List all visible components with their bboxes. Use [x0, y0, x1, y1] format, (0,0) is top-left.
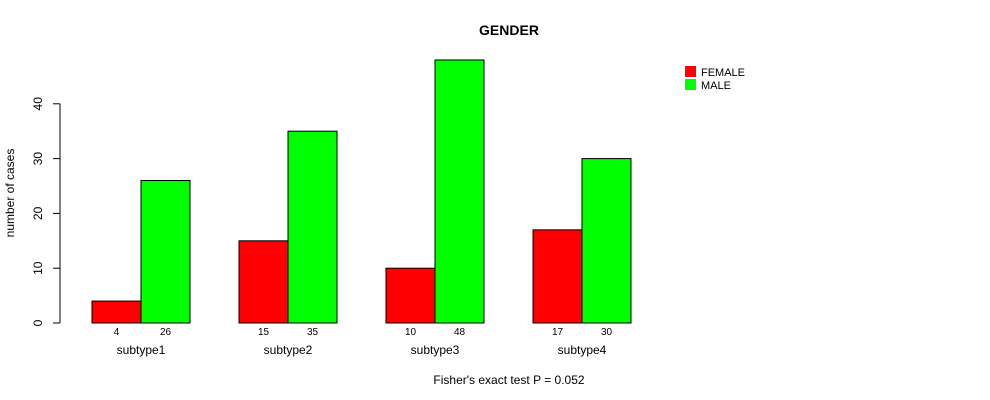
bar-subtype1-male	[140, 180, 191, 324]
category-label-subtype3: subtype3	[411, 343, 460, 357]
bar-value-label: 4	[114, 327, 120, 338]
bar-subtype3-female	[385, 267, 436, 324]
bar-value-label: 15	[258, 327, 270, 338]
bar-subtype4-male	[581, 158, 632, 324]
bars	[91, 59, 632, 324]
bar-value-label: 35	[307, 327, 319, 338]
bar-subtype3-male	[434, 59, 485, 324]
bar-subtype2-female	[238, 240, 289, 324]
category-label-subtype2: subtype2	[264, 343, 313, 357]
bar-value-label: 10	[405, 327, 417, 338]
y-tick-label: 20	[31, 206, 45, 220]
chart-title: GENDER	[479, 22, 539, 38]
category-label-subtype1: subtype1	[117, 343, 166, 357]
bar-subtype4-female	[532, 229, 583, 324]
bar-value-label: 48	[454, 327, 466, 338]
y-axis-label: number of cases	[3, 149, 17, 238]
fisher-test-note: Fisher's exact test P = 0.052	[433, 373, 584, 387]
legend-swatch-female	[685, 66, 696, 77]
y-tick-label: 10	[31, 261, 45, 275]
category-label-subtype4: subtype4	[558, 343, 607, 357]
y-tick-label: 30	[31, 152, 45, 166]
legend-label-female: FEMALE	[701, 67, 745, 79]
y-tick-label: 40	[31, 97, 45, 111]
y-tick-label: 0	[31, 319, 45, 326]
legend-swatch-male	[685, 79, 696, 90]
bar-subtype2-male	[287, 130, 338, 324]
category-labels: subtype1 subtype2 subtype3 subtype4	[117, 343, 607, 357]
bar-value-label: 30	[601, 327, 613, 338]
bar-value-label: 26	[160, 327, 172, 338]
bar-value-label: 17	[552, 327, 564, 338]
bar-value-labels: 4 26 15 35 10 48 17 30	[114, 327, 613, 338]
y-axis: 0 10 20 30 40	[31, 97, 61, 326]
bar-subtype1-female	[91, 300, 142, 324]
legend-label-male: MALE	[701, 80, 731, 92]
